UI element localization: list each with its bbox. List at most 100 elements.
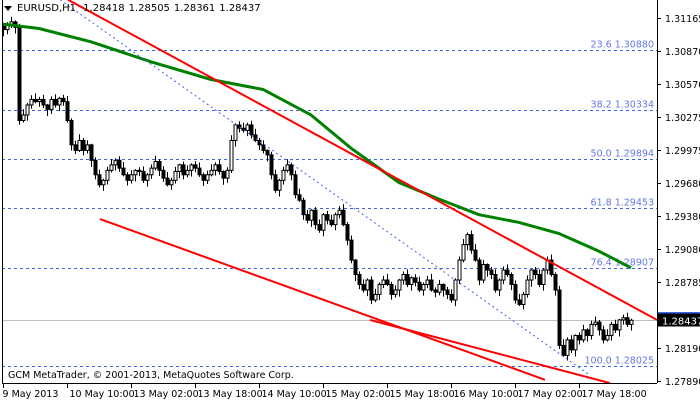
fibo-label: 50.0 1.29894 bbox=[591, 149, 654, 160]
plot-area: 23.6 1.30880 38.2 1.30334 50.0 1.29894 61.8… bbox=[2, 0, 657, 383]
bear-candle bbox=[261, 144, 266, 151]
price-tick-label: 1.30870 bbox=[665, 47, 700, 58]
bear-candle bbox=[433, 289, 438, 293]
moving-average-line bbox=[2, 22, 632, 270]
bull-candle bbox=[109, 164, 114, 171]
bear-candle bbox=[65, 101, 70, 121]
fibo-label: 38.2 1.30334 bbox=[591, 100, 654, 111]
bear-candle bbox=[137, 169, 142, 172]
bear-candle bbox=[549, 259, 554, 276]
bull-candle bbox=[145, 174, 150, 181]
bull-candle bbox=[425, 279, 430, 285]
bull-candle bbox=[501, 269, 506, 281]
copyright-footer: GCM MetaTrader, © 2001-2013, MetaQuotes … bbox=[8, 370, 294, 381]
bear-candle bbox=[557, 289, 562, 346]
bull-candle bbox=[321, 214, 326, 231]
bear-candle bbox=[469, 234, 474, 251]
bull-candle bbox=[461, 244, 466, 261]
bear-candle bbox=[289, 164, 294, 176]
bull-candle bbox=[609, 323, 614, 336]
high-price: 1.28505 bbox=[128, 3, 170, 14]
price-tick-label: 1.29680 bbox=[665, 179, 700, 190]
bull-candle bbox=[337, 209, 342, 216]
bull-candle bbox=[465, 234, 470, 246]
bear-candle bbox=[125, 174, 130, 181]
bear-candle bbox=[317, 224, 322, 231]
bull-candle bbox=[129, 174, 134, 181]
bear-candle bbox=[369, 279, 374, 301]
bull-candle bbox=[565, 339, 570, 356]
bull-candle bbox=[281, 169, 286, 181]
bull-candle bbox=[581, 329, 586, 341]
bull-candle bbox=[397, 279, 402, 291]
bear-candle bbox=[217, 164, 222, 172]
bear-candle bbox=[389, 283, 394, 295]
bear-candle bbox=[297, 194, 302, 201]
bull-candle bbox=[529, 269, 534, 281]
bear-candle bbox=[157, 160, 162, 171]
bull-candle bbox=[25, 104, 30, 116]
bull-candle bbox=[29, 98, 34, 106]
bull-candle bbox=[133, 169, 138, 176]
ask-marker bbox=[658, 312, 700, 314]
bear-candle bbox=[537, 274, 542, 285]
bear-candle bbox=[445, 289, 450, 295]
bear-candle bbox=[69, 119, 74, 146]
time-tick-label: 15 May 02:00 bbox=[326, 389, 391, 400]
bear-candle bbox=[577, 334, 582, 341]
bear-candle bbox=[2, 25, 6, 31]
price-tick-label: 1.29080 bbox=[665, 245, 700, 256]
bear-candle bbox=[201, 174, 206, 181]
bear-candle bbox=[61, 97, 66, 103]
bear-candle bbox=[313, 209, 318, 226]
price-tick-label: 1.27890 bbox=[665, 377, 700, 388]
bear-candle bbox=[489, 269, 494, 276]
bear-candle bbox=[353, 259, 358, 276]
bear-candle bbox=[161, 169, 166, 179]
bear-candle bbox=[345, 224, 350, 241]
open-price: 1.28418 bbox=[83, 3, 125, 14]
fibo-baseline bbox=[59, 0, 591, 376]
bear-candle bbox=[385, 279, 390, 285]
price-tick-label: 1.28785 bbox=[665, 278, 700, 289]
bear-candle bbox=[601, 329, 606, 341]
bull-candle bbox=[541, 269, 546, 285]
bull-candle bbox=[589, 323, 594, 336]
bull-candle bbox=[481, 264, 486, 281]
bear-candle bbox=[293, 174, 298, 196]
bull-candle bbox=[233, 124, 238, 141]
bear-candle bbox=[237, 124, 242, 129]
bear-candle bbox=[17, 26, 22, 121]
bear-candle bbox=[473, 249, 478, 261]
bear-candle bbox=[257, 139, 262, 146]
bear-candle bbox=[329, 219, 334, 226]
time-tick-label: 13 May 18:00 bbox=[198, 389, 263, 400]
bull-candle bbox=[285, 164, 290, 171]
bid-price-box bbox=[658, 313, 700, 327]
bear-candle bbox=[141, 170, 146, 181]
bid-price-label: 1.28437 bbox=[662, 317, 700, 328]
bear-candle bbox=[417, 281, 422, 291]
time-tick-label: 17 May 02:00 bbox=[518, 389, 583, 400]
bear-candle bbox=[241, 127, 246, 131]
dropdown-triangle-icon[interactable] bbox=[4, 5, 12, 11]
bull-candle bbox=[377, 283, 382, 295]
bear-candle bbox=[121, 167, 126, 176]
bear-candle bbox=[493, 274, 498, 291]
bear-candle bbox=[505, 269, 510, 276]
bull-candle bbox=[309, 209, 314, 221]
bear-candle bbox=[405, 274, 410, 285]
bull-candle bbox=[593, 321, 598, 325]
price-tick-label: 1.29975 bbox=[665, 146, 700, 157]
bear-candle bbox=[625, 317, 630, 325]
bear-candle bbox=[517, 299, 522, 305]
bull-candle bbox=[209, 169, 214, 176]
bear-candle bbox=[533, 269, 538, 276]
bear-candle bbox=[89, 144, 94, 161]
bull-candle bbox=[85, 144, 90, 151]
bull-candle bbox=[277, 179, 282, 191]
time-tick-label: 16 May 10:00 bbox=[454, 389, 519, 400]
bear-candle bbox=[485, 264, 490, 271]
bear-candle bbox=[253, 134, 258, 141]
